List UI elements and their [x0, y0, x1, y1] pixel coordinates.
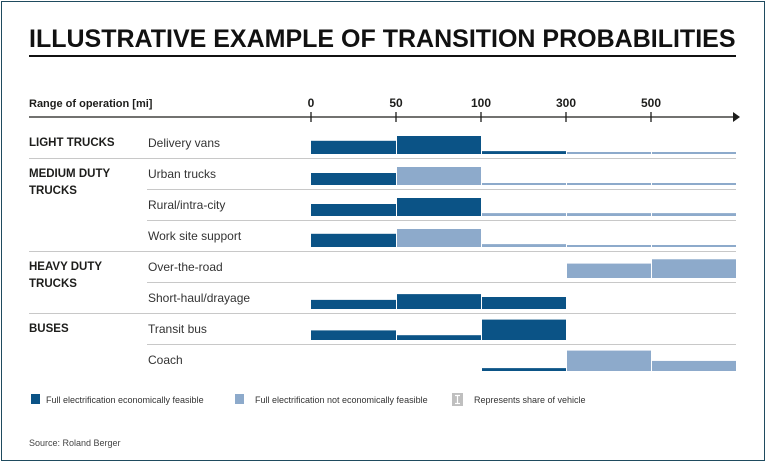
group-label: HEAVY DUTY TRUCKS: [29, 261, 102, 290]
bar: [482, 213, 566, 216]
bar-height-icon: [452, 393, 463, 406]
bar: [311, 233, 396, 247]
bar: [397, 335, 481, 340]
x-axis-label: Range of operation [mi]: [29, 98, 153, 110]
chart-title: ILLUSTRATIVE EXAMPLE OF TRANSITION PROBA…: [29, 24, 736, 57]
bar: [652, 360, 736, 371]
x-axis: 0 50 100 300 500: [29, 96, 740, 122]
legend-label-share: Represents share of vehicle: [474, 395, 586, 405]
bar: [397, 294, 481, 309]
bar: [311, 140, 396, 154]
bar: [567, 263, 651, 278]
row-label: Urban trucks: [148, 167, 216, 181]
bar: [397, 167, 481, 185]
x-tick-label: 0: [308, 96, 315, 110]
bar: [567, 245, 651, 247]
chart-rows: LIGHT TRUCKS Delivery vans MEDIUM DUTY TRUC…: [29, 136, 736, 371]
row-label: Short-haul/drayage: [148, 291, 250, 305]
bar: [311, 330, 396, 340]
bar: [397, 198, 481, 216]
bar: [397, 229, 481, 247]
bar: [482, 151, 566, 154]
bar: [567, 152, 651, 154]
bar: [652, 245, 736, 247]
group-label: LIGHT TRUCKS: [29, 137, 115, 149]
x-tick-label: 50: [389, 96, 403, 110]
row-label: Coach: [148, 353, 183, 367]
bar: [482, 368, 566, 371]
row-label: Delivery vans: [148, 136, 220, 150]
bar: [311, 173, 396, 185]
bar: [652, 152, 736, 154]
legend-swatch-not-feasible: [235, 394, 244, 404]
bar: [482, 183, 566, 185]
row-label: Transit bus: [148, 322, 207, 336]
bar: [652, 213, 736, 216]
bar: [311, 204, 396, 216]
x-tick-label: 300: [556, 96, 576, 110]
bar: [482, 319, 566, 340]
bar: [567, 213, 651, 216]
bar: [652, 183, 736, 185]
legend-label-not-feasible: Full electrification not economically fe…: [255, 395, 428, 405]
x-axis-arrow: [733, 112, 740, 122]
group-label: MEDIUM DUTY TRUCKS: [29, 168, 110, 197]
legend: Full electrification economically feasib…: [31, 393, 586, 406]
row-label: Work site support: [148, 229, 242, 243]
row-label: Rural/intra-city: [148, 198, 225, 212]
group-label: BUSES: [29, 323, 69, 335]
bar: [482, 297, 566, 309]
x-tick-label: 100: [471, 96, 491, 110]
bar: [482, 244, 566, 247]
bar: [567, 183, 651, 185]
source-note: Source: Roland Berger: [29, 438, 121, 448]
x-tick-label: 500: [641, 96, 661, 110]
legend-swatch-feasible: [31, 394, 40, 404]
bar: [567, 350, 651, 371]
bar: [652, 259, 736, 278]
row-label: Over-the-road: [148, 260, 223, 274]
bar: [311, 299, 396, 309]
legend-label-feasible: Full electrification economically feasib…: [46, 395, 204, 405]
bar: [397, 136, 481, 154]
